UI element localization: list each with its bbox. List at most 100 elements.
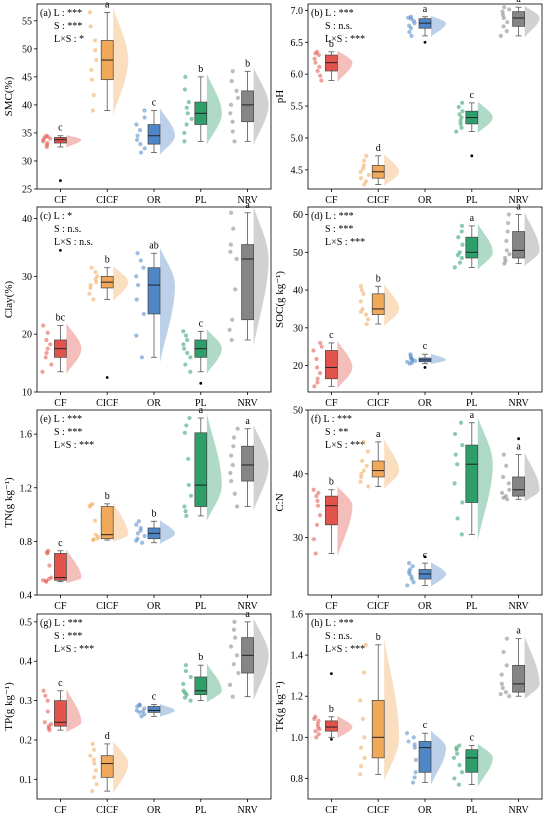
jitter-point	[359, 471, 364, 476]
y-tick-label: 6.0	[291, 70, 304, 81]
jitter-point	[43, 693, 48, 698]
box-group-pl: c	[454, 90, 493, 158]
stats-text: S : ***	[325, 224, 353, 235]
jitter-point	[188, 355, 193, 360]
violin-half	[477, 101, 493, 134]
jitter-point	[317, 513, 323, 518]
jitter-point	[142, 706, 147, 711]
significance-letter: b	[245, 58, 250, 69]
jitter-point	[504, 29, 509, 34]
significance-letter: a	[245, 200, 250, 211]
jitter-point	[185, 350, 190, 356]
jitter-point	[48, 342, 53, 347]
significance-letter: a	[423, 4, 428, 15]
jitter-point	[458, 118, 463, 123]
jitter-point	[316, 490, 321, 496]
stats-text: L×S : ***	[54, 440, 94, 451]
jitter-point	[91, 537, 96, 542]
y-tick-label: 25	[22, 185, 32, 196]
jitter-point	[230, 317, 235, 322]
jitter-point	[410, 780, 416, 785]
box-rect	[465, 749, 479, 773]
box-group-cicf: d	[88, 731, 129, 794]
jitter-point	[41, 688, 46, 693]
box-rect	[241, 90, 254, 123]
jitter-point	[227, 327, 232, 332]
box-group-cf: c	[41, 678, 82, 733]
jitter-point	[229, 78, 234, 84]
outlier-point	[470, 154, 474, 158]
jitter-point	[460, 442, 465, 448]
significance-letter: c	[152, 692, 157, 703]
jitter-point	[228, 242, 233, 247]
x-tick-label: NRV	[508, 805, 529, 814]
box-group-cf: c	[41, 123, 82, 182]
violin-half	[113, 502, 129, 542]
violin-half	[384, 638, 400, 781]
stats-text: L×S : ***	[54, 644, 94, 655]
y-tick-label: 30	[22, 156, 32, 167]
jitter-point	[412, 742, 417, 747]
jitter-point	[234, 504, 240, 509]
jitter-point	[183, 333, 189, 338]
stats-text: S : n.s.	[325, 631, 352, 642]
jitter-point	[185, 111, 190, 116]
x-tick-label: CICF	[367, 805, 390, 814]
violin-half	[431, 353, 446, 365]
significance-letter: a	[199, 405, 204, 416]
jitter-point	[459, 115, 464, 120]
box-group-pl: b	[181, 652, 222, 703]
jitter-point	[452, 431, 458, 437]
box-group-cicf: b	[358, 273, 400, 327]
jitter-point	[366, 484, 371, 489]
violin-half	[337, 340, 353, 389]
jitter-point	[413, 358, 418, 363]
jitter-point	[455, 253, 461, 258]
jitter-point	[358, 176, 364, 181]
x-tick-label: CF	[325, 805, 338, 814]
jitter-point	[452, 776, 457, 781]
x-tick-label: PL	[466, 398, 478, 409]
jitter-point	[358, 764, 364, 769]
box-rect	[371, 293, 385, 315]
jitter-point	[142, 146, 147, 151]
box-rect	[465, 236, 479, 259]
jitter-point	[231, 226, 236, 231]
violin-half	[113, 266, 129, 302]
jitter-point	[231, 435, 237, 440]
jitter-point	[45, 346, 50, 351]
outlier-point	[59, 179, 62, 182]
y-tick-label: 30	[293, 323, 303, 334]
jitter-point	[315, 498, 320, 504]
stats-text: S : n.s.	[325, 21, 352, 32]
y-axis-label: TK(g kg⁻¹)	[274, 681, 286, 732]
jitter-point	[411, 580, 416, 585]
jitter-point	[230, 119, 235, 124]
significance-letter: c	[423, 341, 428, 352]
x-tick-label: NRV	[237, 805, 258, 814]
y-tick-label: 6.5	[291, 38, 304, 49]
box-group-or: a	[406, 4, 446, 44]
jitter-point	[451, 755, 457, 760]
jitter-point	[134, 708, 139, 713]
chart-panel-6: 30 40 50 C:N (f) L : *** S : ** L×S : *** b CF…	[274, 406, 543, 612]
jitter-point	[363, 179, 369, 184]
jitter-point	[44, 337, 49, 343]
box-group-pl: c	[181, 318, 222, 385]
significance-letter: b	[329, 477, 334, 488]
jitter-point	[93, 38, 98, 43]
jitter-point	[229, 337, 234, 343]
violin-half	[431, 561, 446, 587]
box-group-or: c	[405, 550, 446, 588]
jitter-point	[413, 770, 418, 775]
stats-text: S : **	[325, 427, 348, 438]
jitter-point	[455, 462, 460, 467]
stats-text: S : ***	[54, 21, 82, 32]
jitter-point	[407, 23, 412, 28]
box-rect	[100, 755, 114, 778]
significance-letter: c	[152, 98, 157, 109]
jitter-point	[228, 249, 233, 254]
jitter-point	[93, 518, 98, 523]
jitter-point	[234, 88, 239, 93]
jitter-point	[142, 108, 147, 113]
